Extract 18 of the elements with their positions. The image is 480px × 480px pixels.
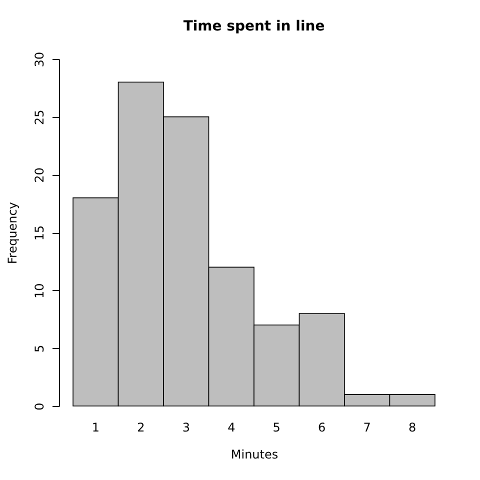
y-tick-label: 5 bbox=[32, 344, 46, 352]
y-tick-label: 25 bbox=[32, 110, 46, 125]
y-tick-label: 15 bbox=[32, 225, 46, 241]
x-tick-label: 8 bbox=[408, 420, 416, 434]
y-tick-label: 0 bbox=[32, 402, 46, 410]
y-tick-label: 10 bbox=[32, 283, 46, 298]
x-tick-label: 4 bbox=[228, 420, 236, 434]
x-axis-title: Minutes bbox=[230, 448, 278, 462]
x-tick-label: 7 bbox=[363, 420, 371, 434]
y-tick-label: 20 bbox=[32, 168, 46, 183]
y-axis-title: Frequency bbox=[6, 202, 20, 264]
x-tick-label: 2 bbox=[137, 420, 145, 434]
x-tick-label: 3 bbox=[182, 420, 190, 434]
chart-title: Time spent in line bbox=[183, 18, 325, 34]
x-tick-label: 6 bbox=[318, 420, 326, 434]
y-tick-label: 30 bbox=[32, 52, 46, 68]
x-tick-label: 5 bbox=[272, 420, 280, 434]
x-tick-label: 1 bbox=[92, 420, 100, 434]
